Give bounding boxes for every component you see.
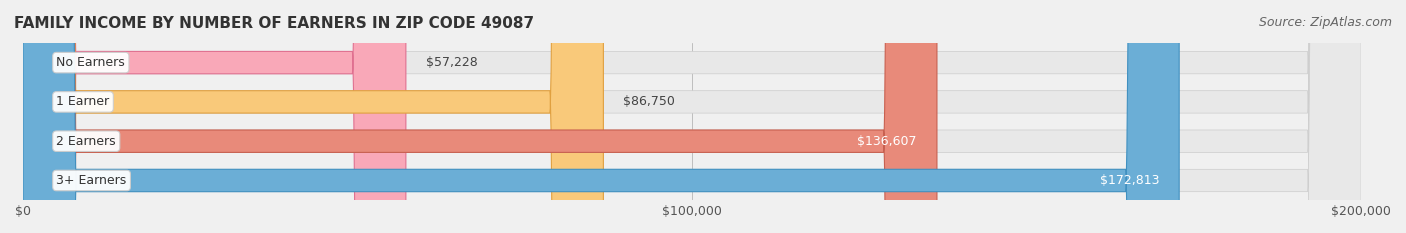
Text: 1 Earner: 1 Earner: [56, 95, 110, 108]
Text: 2 Earners: 2 Earners: [56, 135, 117, 148]
FancyBboxPatch shape: [22, 0, 936, 233]
FancyBboxPatch shape: [22, 0, 1180, 233]
Text: FAMILY INCOME BY NUMBER OF EARNERS IN ZIP CODE 49087: FAMILY INCOME BY NUMBER OF EARNERS IN ZI…: [14, 16, 534, 31]
FancyBboxPatch shape: [22, 0, 406, 233]
Text: Source: ZipAtlas.com: Source: ZipAtlas.com: [1258, 16, 1392, 29]
FancyBboxPatch shape: [22, 0, 603, 233]
Text: $57,228: $57,228: [426, 56, 478, 69]
Text: 3+ Earners: 3+ Earners: [56, 174, 127, 187]
FancyBboxPatch shape: [22, 0, 1361, 233]
FancyBboxPatch shape: [22, 0, 1361, 233]
Text: No Earners: No Earners: [56, 56, 125, 69]
Text: $172,813: $172,813: [1099, 174, 1159, 187]
FancyBboxPatch shape: [22, 0, 1361, 233]
Text: $136,607: $136,607: [858, 135, 917, 148]
FancyBboxPatch shape: [22, 0, 1361, 233]
Text: $86,750: $86,750: [623, 95, 675, 108]
